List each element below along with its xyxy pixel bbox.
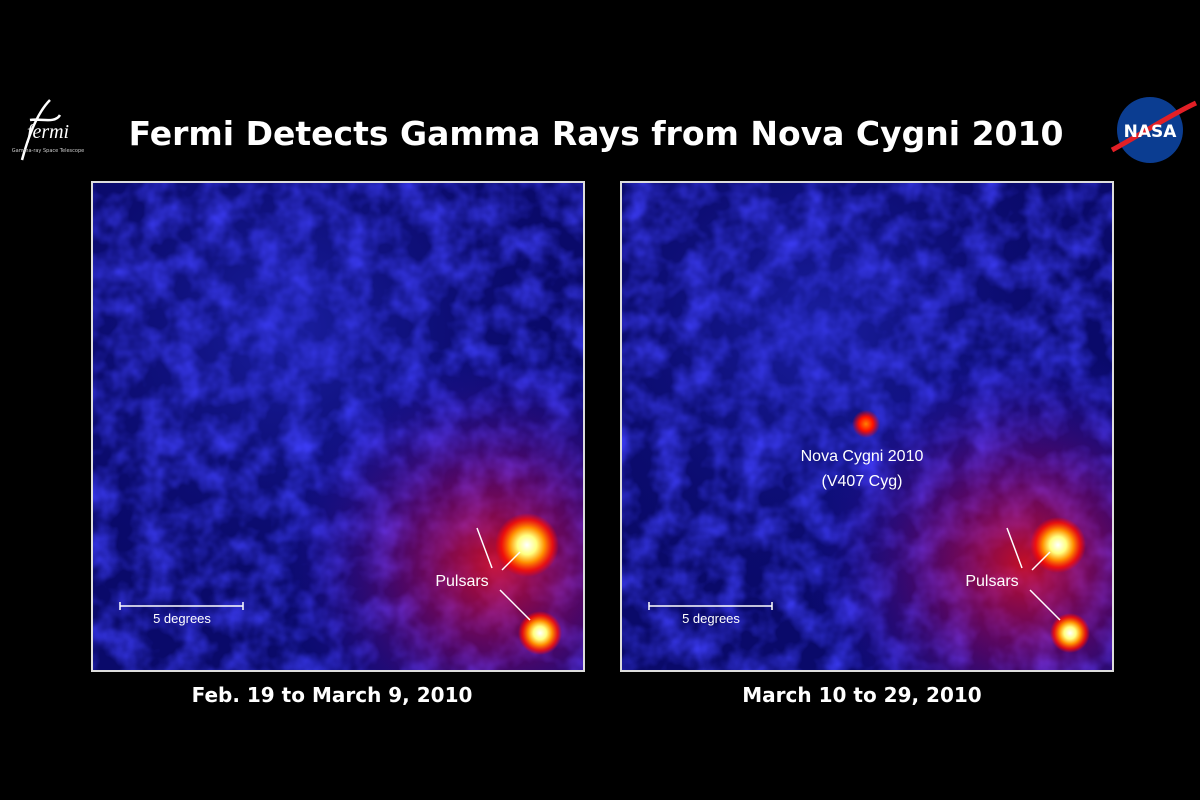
nova-label: Nova Cygni 2010 (801, 448, 924, 465)
nova-designation: (V407 Cyg) (822, 473, 903, 490)
nasa-text: NASA (1124, 122, 1178, 142)
scale-label: 5 degrees (153, 611, 211, 626)
fermi-logo: fermi Gamma-ray Space Telescope (12, 99, 84, 161)
title: Fermi Detects Gamma Rays from Nova Cygni… (129, 114, 1064, 153)
nasa-logo: NASA (1110, 97, 1198, 163)
pulsars-label: Pulsars (965, 573, 1018, 590)
logo-subtitle: Gamma-ray Space Telescope (12, 148, 84, 154)
logo-text: fermi (27, 121, 69, 143)
scale-label: 5 degrees (682, 611, 740, 626)
panel-right: 5 degrees Nova Cygni 2010 (V407 Cyg) Pul… (620, 181, 1114, 672)
caption: Feb. 19 to March 9, 2010 (192, 683, 473, 707)
pulsars-label: Pulsars (435, 573, 488, 590)
caption: March 10 to 29, 2010 (742, 683, 981, 707)
panel-left: 5 degrees Pulsars (91, 181, 585, 672)
